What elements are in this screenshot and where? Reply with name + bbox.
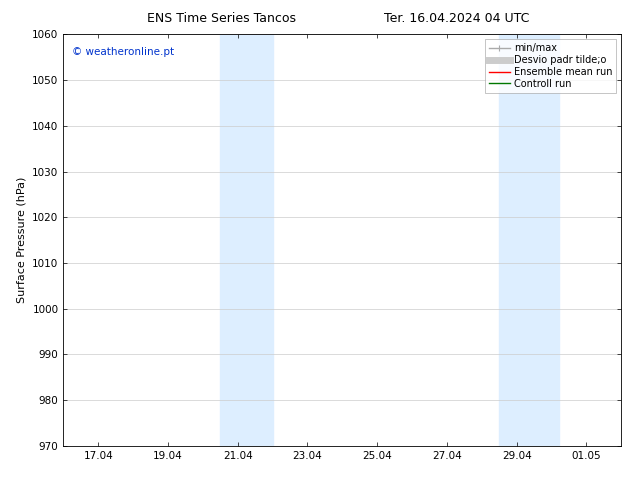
Text: ENS Time Series Tancos: ENS Time Series Tancos bbox=[147, 12, 297, 25]
Bar bbox=[500, 34, 559, 446]
Text: Ter. 16.04.2024 04 UTC: Ter. 16.04.2024 04 UTC bbox=[384, 12, 529, 25]
Y-axis label: Surface Pressure (hPa): Surface Pressure (hPa) bbox=[16, 177, 27, 303]
Legend: min/max, Desvio padr tilde;o, Ensemble mean run, Controll run: min/max, Desvio padr tilde;o, Ensemble m… bbox=[485, 39, 616, 93]
Text: © weatheronline.pt: © weatheronline.pt bbox=[72, 47, 174, 57]
Bar bbox=[221, 34, 273, 446]
